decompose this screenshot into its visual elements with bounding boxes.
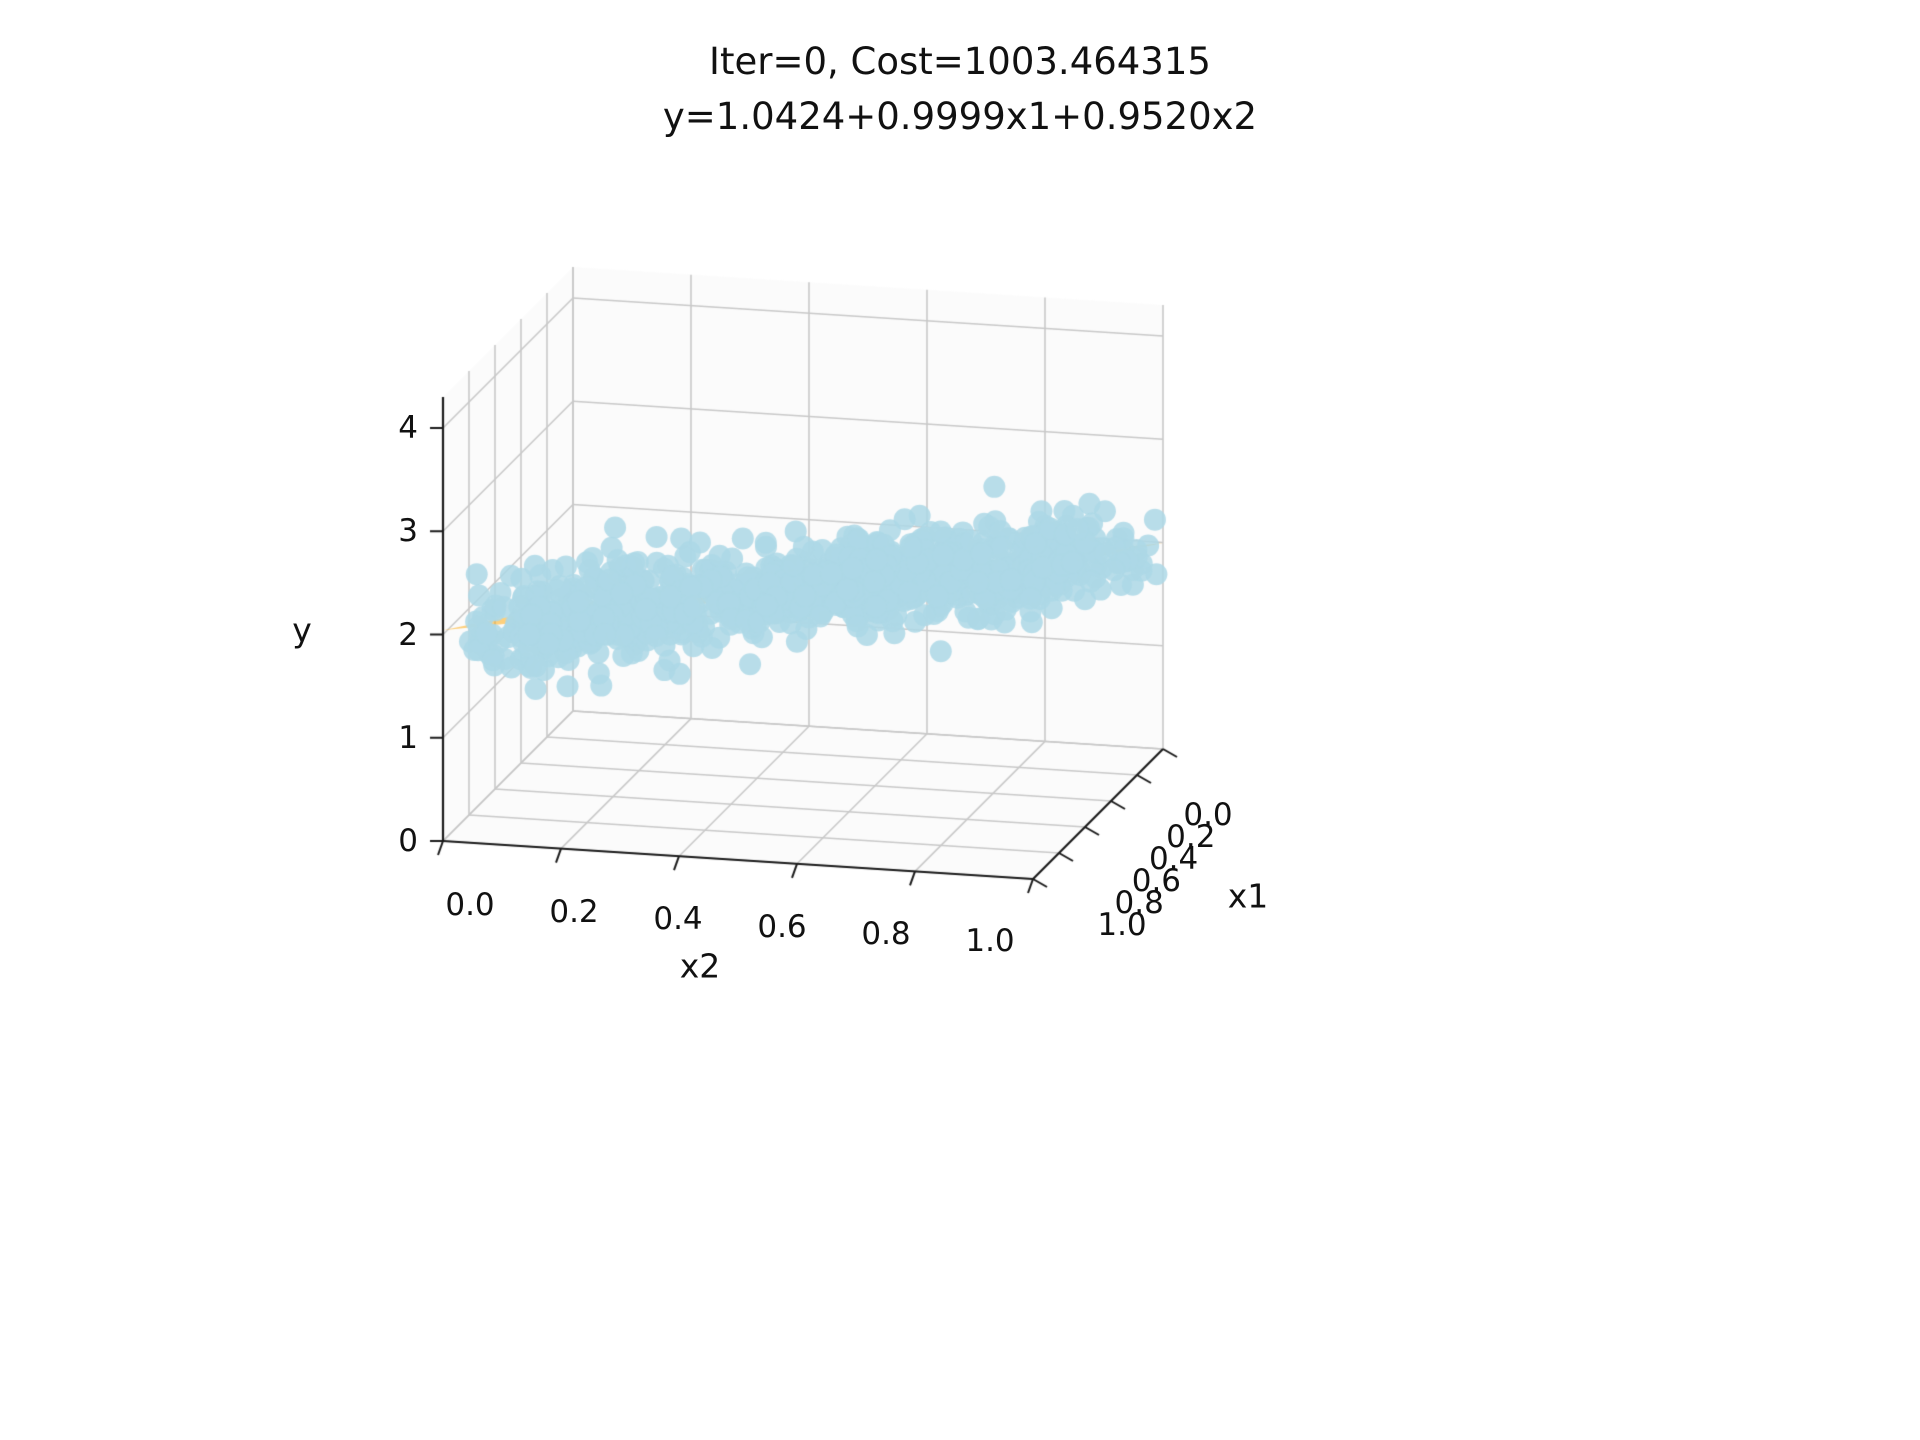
chart-title-block: Iter=0, Cost=1003.464315 y=1.0424+0.9999…	[0, 34, 1920, 144]
chart-subtitle: y=1.0424+0.9999x1+0.9520x2	[662, 95, 1258, 138]
y-tick-label: 3	[398, 513, 418, 550]
x2-tick-label: 0.6	[757, 908, 807, 945]
x2-tick-label: 0.0	[445, 887, 495, 923]
x1-tick-label: 0.4	[1148, 841, 1199, 877]
y-tick-label: 1	[398, 719, 418, 756]
chart-title: Iter=0, Cost=1003.464315	[709, 40, 1211, 83]
x2-axis-label: x2	[679, 946, 721, 986]
x1-tick-label: 0.0	[1183, 797, 1233, 833]
x1-axis-label: x1	[1227, 876, 1269, 916]
x2-tick-label: 1.0	[965, 923, 1015, 959]
x1-tick-label: 0.8	[1114, 885, 1164, 921]
x1-tick-label: 1.0	[1097, 907, 1147, 943]
y-axis-label: y	[292, 610, 312, 650]
x2-tick-label: 0.2	[549, 894, 599, 931]
y-tick-label: 0	[398, 823, 418, 859]
x2-tick-label: 0.8	[861, 915, 911, 952]
x1-tick-label: 0.2	[1166, 819, 1216, 855]
x2-tick-label: 0.4	[653, 901, 703, 938]
y-tick-label: 4	[398, 410, 418, 446]
y-tick-label: 2	[398, 616, 418, 653]
x1-tick-label: 0.6	[1131, 863, 1182, 899]
